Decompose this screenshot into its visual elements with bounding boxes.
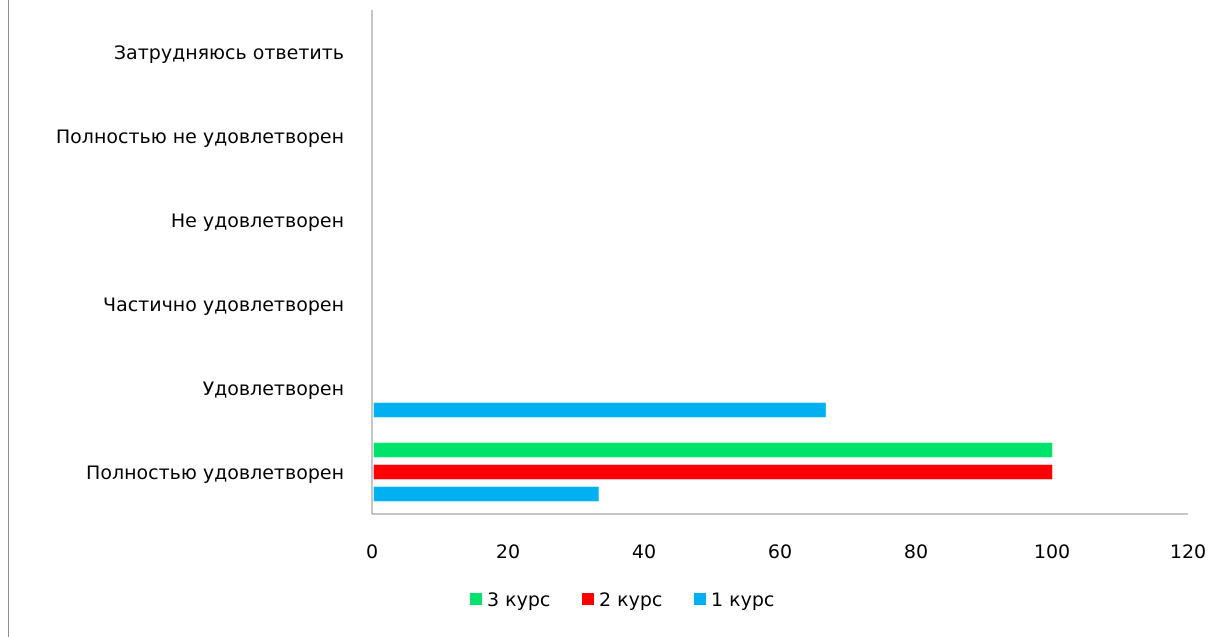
legend-label-3: 3 курс — [487, 589, 550, 611]
bar-1-2 — [372, 401, 828, 419]
category-label-1: Полностью удовлетворен — [86, 462, 344, 484]
category-label-6: Затрудняюсь ответить — [114, 42, 344, 64]
legend: 3 курс 2 курс 1 курс — [470, 589, 774, 611]
category-labels: Полностью удовлетворен Удовлетворен Частич… — [56, 42, 344, 484]
legend-swatch-1 — [694, 593, 706, 605]
x-tick-labels: 0 20 40 60 80 100 120 — [366, 541, 1206, 563]
category-label-2: Удовлетворен — [203, 378, 344, 400]
bars-layer — [372, 401, 1054, 503]
x-tick-label-7: 120 — [1170, 541, 1206, 563]
legend-swatch-2 — [582, 593, 594, 605]
x-tick-label-2: 20 — [496, 541, 520, 563]
bar-2-1 — [372, 463, 1054, 481]
legend-swatch-3 — [470, 593, 482, 605]
legend-label-2: 2 курс — [599, 589, 662, 611]
bar-1-1 — [372, 485, 601, 503]
chart-frame-border — [8, 0, 9, 637]
category-label-5: Полностью не удовлетворен — [56, 126, 344, 148]
x-tick-label-1: 0 — [366, 541, 378, 563]
x-tick-label-3: 40 — [632, 541, 656, 563]
category-label-3: Частично удовлетворен — [103, 294, 344, 316]
x-tick-label-4: 60 — [768, 541, 792, 563]
x-tick-label-5: 80 — [904, 541, 928, 563]
category-label-4: Не удовлетворен — [171, 210, 344, 232]
legend-label-1: 1 курс — [711, 589, 774, 611]
bar-3-1 — [372, 441, 1054, 459]
x-tick-label-6: 100 — [1034, 541, 1070, 563]
